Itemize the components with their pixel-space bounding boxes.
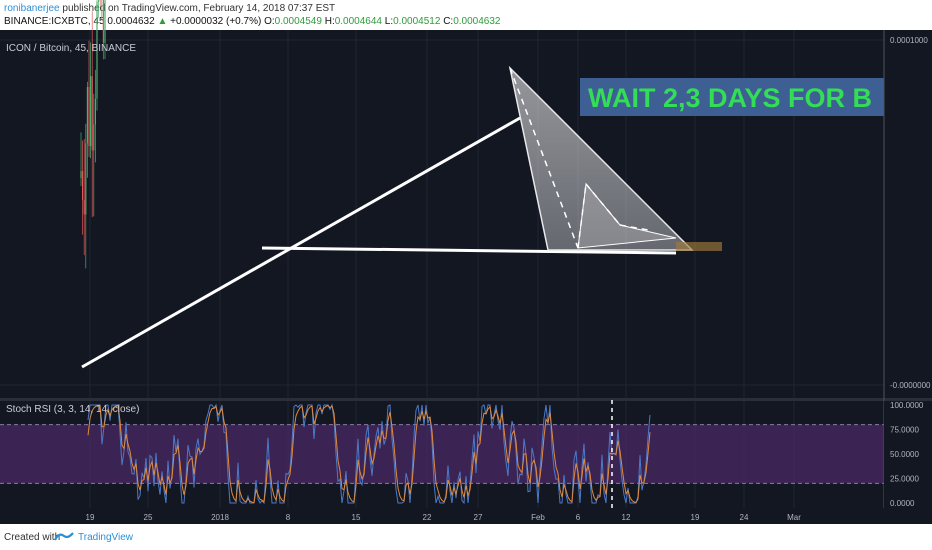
candle-body bbox=[83, 199, 85, 215]
rsi-axis[interactable]: 100.0000 75.0000 50.0000 25.0000 0.0000 bbox=[884, 401, 932, 510]
time-axis-label: 12 bbox=[622, 513, 631, 522]
rsi-axis-label: 25.0000 bbox=[890, 475, 919, 484]
rsi-band-fill bbox=[0, 424, 884, 484]
time-axis-label: Mar bbox=[787, 513, 801, 522]
target-zone bbox=[676, 242, 722, 251]
created-with-text: Created with bbox=[4, 532, 61, 543]
author-link[interactable]: ronibanerjee bbox=[4, 3, 60, 14]
candle-body bbox=[90, 76, 92, 147]
header-bar: ronibanerjee published on TradingView.co… bbox=[0, 0, 932, 30]
time-axis-label: Feb bbox=[531, 513, 545, 522]
time-axis-label: 22 bbox=[423, 513, 432, 522]
candle-body bbox=[85, 143, 87, 215]
candle-body bbox=[88, 87, 90, 147]
time-axis-label: 2018 bbox=[211, 513, 229, 522]
annotation-text: WAIT 2,3 DAYS FOR B bbox=[588, 83, 872, 113]
last-price: 0.0004632 bbox=[107, 16, 155, 27]
rsi-axis-label: 100.0000 bbox=[890, 401, 924, 410]
time-axis[interactable]: 19 25 2018 8 15 22 27 Feb 6 12 19 24 Mar bbox=[0, 508, 932, 524]
footer-bar: Created with TradingView bbox=[0, 524, 932, 550]
rsi-axis-label: 0.0000 bbox=[890, 499, 915, 508]
tradingview-brand[interactable]: TradingView bbox=[78, 532, 134, 543]
candle-body bbox=[104, 0, 106, 43]
time-axis-label: 25 bbox=[144, 513, 153, 522]
candle-body bbox=[98, 0, 100, 2]
price-axis-label: 0.0001000 bbox=[890, 36, 928, 45]
trend-line bbox=[81, 116, 521, 369]
candle-body bbox=[96, 1, 98, 99]
inner-triangle bbox=[577, 182, 677, 249]
symbol-label: BINANCE:ICXBTC, 45 bbox=[4, 16, 105, 27]
change-value: +0.0000032 (+0.7%) bbox=[170, 16, 262, 27]
candle-body bbox=[94, 98, 96, 125]
time-axis-label: 19 bbox=[86, 513, 95, 522]
low-value: 0.0004512 bbox=[393, 16, 441, 27]
triangle-pattern bbox=[508, 65, 694, 251]
stoch-rsi-lines bbox=[87, 400, 651, 508]
low-label: L: bbox=[384, 16, 394, 27]
high-value: 0.0004644 bbox=[334, 16, 382, 27]
stoch-d-line bbox=[87, 404, 651, 504]
candle-body bbox=[102, 0, 104, 43]
candle-body bbox=[91, 76, 93, 151]
price-axis-label: -0.0000000 bbox=[890, 381, 931, 390]
rsi-legend[interactable]: Stoch RSI (3, 3, 14, 14, close) bbox=[6, 404, 140, 415]
open-label: O: bbox=[264, 16, 275, 27]
time-axis-label: 24 bbox=[740, 513, 749, 522]
change-arrow-icon: ▲ bbox=[157, 16, 168, 27]
candle-body bbox=[80, 171, 82, 178]
published-text: published on TradingView.com, February 1… bbox=[62, 3, 336, 14]
time-axis-label: 19 bbox=[691, 513, 700, 522]
close-label: C: bbox=[443, 16, 454, 27]
support-line bbox=[261, 246, 677, 255]
time-axis-label: 27 bbox=[474, 513, 483, 522]
time-axis-label: 8 bbox=[286, 513, 291, 522]
candle-body bbox=[86, 87, 88, 144]
publish-line: ronibanerjee published on TradingView.co… bbox=[4, 3, 335, 14]
time-axis-label: 6 bbox=[576, 513, 581, 522]
quote-line: BINANCE:ICXBTC, 45 0.0004632 ▲ +0.000003… bbox=[4, 16, 500, 27]
rsi-axis-label: 50.0000 bbox=[890, 450, 919, 459]
candle-body bbox=[82, 171, 84, 200]
high-label: H: bbox=[324, 16, 335, 27]
annotation-box bbox=[580, 78, 884, 116]
candlestick-series bbox=[80, 0, 106, 269]
tradingview-logo-icon bbox=[54, 530, 74, 549]
open-value: 0.0004549 bbox=[274, 16, 322, 27]
time-axis-label: 15 bbox=[352, 513, 361, 522]
chart-legend[interactable]: ICON / Bitcoin, 45, BINANCE bbox=[6, 43, 137, 54]
rsi-band bbox=[0, 424, 884, 484]
rsi-axis-label: 75.0000 bbox=[890, 426, 919, 435]
candle-body bbox=[93, 124, 95, 151]
drawings-layer[interactable]: WAIT 2,3 DAYS FOR B bbox=[81, 65, 884, 369]
pane-divider bbox=[0, 398, 932, 401]
close-value: 0.0004632 bbox=[453, 16, 501, 27]
